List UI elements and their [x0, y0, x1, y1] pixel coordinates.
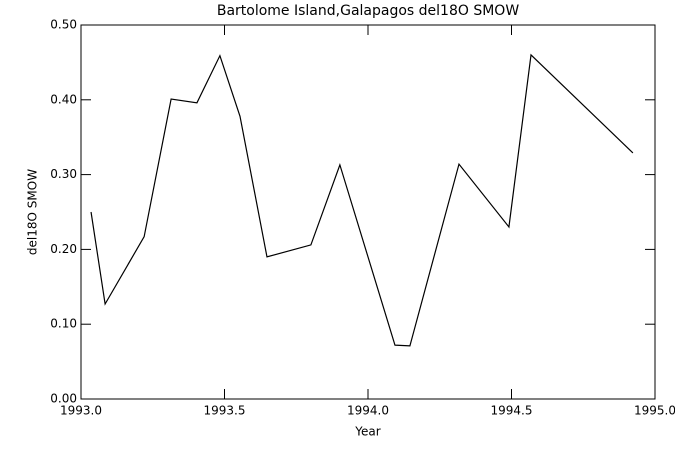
chart-title: Bartolome Island,Galapagos del18O SMOW [217, 3, 519, 19]
y-tick-label: 0.10 [50, 317, 77, 331]
x-axis-label: Year [354, 425, 380, 439]
x-tick-label: 1993.5 [204, 404, 246, 418]
y-tick-label: 0.00 [50, 392, 77, 406]
y-tick-label: 0.30 [50, 167, 77, 181]
x-tick-label: 1993.0 [60, 404, 102, 418]
y-tick-label: 0.50 [50, 18, 77, 32]
y-tick-label: 0.40 [50, 92, 77, 106]
y-tick-label: 0.20 [50, 242, 77, 256]
x-tick-label: 1994.0 [347, 404, 389, 418]
plot-frame [80, 24, 656, 400]
y-axis-label: del18O SMOW [26, 169, 40, 255]
x-tick-label: 1995.0 [634, 404, 675, 418]
data-line [90, 53, 634, 347]
x-tick-label: 1994.5 [491, 404, 533, 418]
